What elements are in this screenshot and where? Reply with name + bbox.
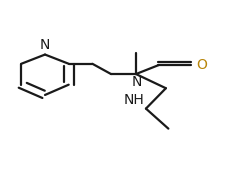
Text: O: O bbox=[196, 58, 207, 72]
Text: N: N bbox=[40, 38, 50, 52]
Text: N: N bbox=[132, 75, 142, 89]
Text: NH: NH bbox=[124, 93, 145, 107]
